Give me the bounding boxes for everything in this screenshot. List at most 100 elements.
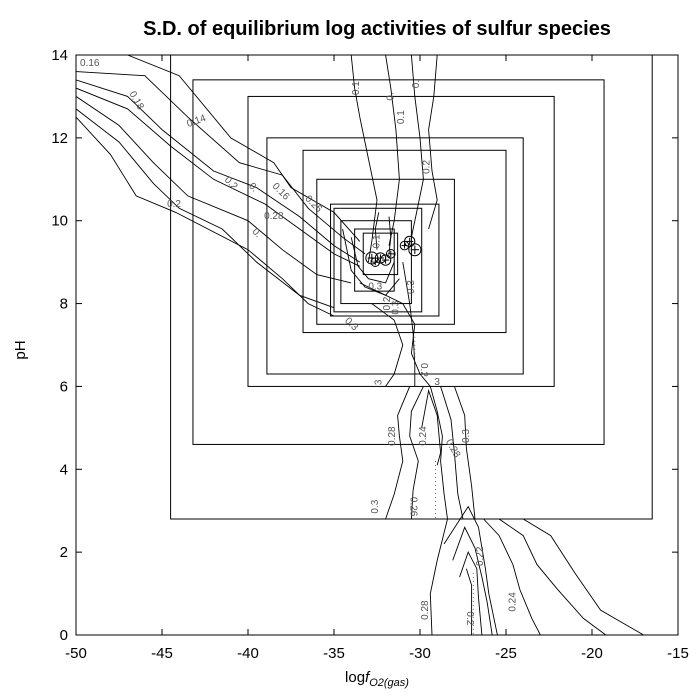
y-tick-label-1: 2 [60, 544, 68, 561]
y-tick-label-5: 10 [51, 213, 68, 230]
x-tick-label-4: -30 [409, 645, 431, 662]
contour-label-10: 0.1 [351, 81, 362, 95]
bound-box-1 [192, 79, 605, 445]
contour-label-23: 3 [434, 377, 440, 388]
contour-label-31: 0.24 [507, 592, 518, 612]
contour-label-33: 0.28 [420, 600, 431, 620]
x-axis-label-prefix: log [345, 669, 365, 686]
contour-label-11: 0. [385, 92, 396, 100]
contour-label-1: 0.18 [126, 89, 145, 112]
contour-label-22: 3 [373, 379, 384, 385]
contour-line-9 [410, 55, 424, 238]
contour-line-12 [371, 303, 404, 387]
contour-line-19 [453, 386, 476, 520]
bound-boxes [170, 55, 653, 520]
y-tick-label-0: 0 [60, 627, 68, 644]
y-tick-label-7: 14 [51, 47, 68, 64]
contour-line-1 [76, 71, 366, 255]
bound-box-2 [247, 95, 555, 387]
contour-label-12: 0. [411, 80, 422, 88]
contour-line-6 [76, 116, 335, 317]
contour-lines [76, 55, 644, 635]
bound-box-6 [330, 203, 440, 317]
data-point-3 [379, 254, 392, 266]
contour-label-13: 0.1 [396, 110, 407, 124]
data-point-4 [385, 249, 396, 259]
contour-label-14: 0.2 [421, 160, 432, 174]
bound-box-4 [302, 149, 507, 334]
contour-line-7 [350, 55, 378, 263]
contour-label-17: 0.3 [342, 316, 360, 334]
contour-label-32: 0.2 [464, 611, 475, 625]
y-axis-label: pH [12, 340, 29, 359]
contour-line-16 [429, 386, 448, 520]
contour-line-26 [498, 518, 607, 635]
bound-box-10 [362, 232, 399, 276]
contour-label-26: 0.28 [443, 437, 462, 460]
contour-label-19: 0.3 [391, 300, 402, 314]
contour-label-25: 0.24 [418, 426, 429, 446]
contour-label-27: 0.3 [461, 429, 472, 443]
bound-box-9 [354, 228, 395, 292]
x-axis-label-italic: f [365, 669, 371, 686]
contour-line-25 [483, 518, 541, 635]
contour-label-6: 0. [250, 226, 264, 240]
contour-line-22 [452, 526, 493, 635]
x-tick-label-1: -45 [151, 645, 173, 662]
contour-label-9: 0.28 [264, 211, 284, 222]
data-point-7 [408, 243, 422, 257]
contour-label-16: 0.3 [368, 282, 382, 293]
contour-label-8: 0.26 [302, 193, 324, 215]
y-tick-label-6: 12 [51, 130, 68, 147]
contour-label-24: 0.28 [387, 426, 398, 446]
y-tick-label-4: 8 [60, 296, 68, 313]
x-tick-label-3: -35 [323, 645, 345, 662]
bound-box-7 [333, 207, 423, 313]
contour-label-30: 0.22 [475, 546, 486, 566]
plot-frame [75, 54, 679, 636]
contour-line-14 [385, 386, 411, 520]
contour-label-28: 0.3 [370, 499, 381, 513]
contour-label-15: 0.1 [372, 234, 383, 248]
contour-line-23 [459, 550, 483, 635]
contour-label-2: 0.14 [185, 113, 207, 130]
x-axis-label-subscript: O2(gas) [369, 677, 409, 689]
bound-box-5 [316, 178, 455, 325]
axes: -50 -45 -40 -35 -30 -25 -20 -15 0 2 4 6 8 10 12 14 [51, 47, 689, 662]
contour-line-10 [428, 55, 438, 230]
x-tick-label-0: -50 [65, 645, 87, 662]
contour-line-17 [421, 388, 442, 466]
contour-label-18: 0.2 [382, 296, 393, 310]
x-tick-label-5: -25 [495, 645, 517, 662]
contour-label-3: 0.2 [167, 199, 181, 210]
y-tick-label-3: 6 [60, 378, 68, 395]
contour-line-24 [465, 568, 473, 635]
contour-line-20 [429, 518, 448, 635]
contour-line-8 [385, 55, 400, 246]
contour-label-4: 0.2 [222, 175, 240, 193]
contour-line-27 [522, 518, 644, 635]
x-tick-label-2: -40 [237, 645, 259, 662]
x-tick-label-6: -20 [581, 645, 603, 662]
contour-line-4 [76, 96, 352, 284]
x-tick-label-7: -15 [667, 645, 689, 662]
contour-label-21: 0.2 [418, 363, 429, 377]
contour-label-0: 0.16 [80, 58, 100, 69]
bound-box-0 [170, 55, 653, 520]
bound-box-8 [340, 220, 412, 305]
contour-line-2 [76, 79, 361, 263]
bound-box-3 [266, 137, 524, 375]
contour-line-29 [342, 228, 400, 296]
contour-label-20: 0.3 [406, 280, 417, 294]
contour-line-31 [388, 216, 392, 254]
contour-line-21 [443, 505, 498, 635]
contour-label-29: 0.26 [407, 497, 418, 517]
chart-title: S.D. of equilibrium log activities of su… [143, 18, 611, 40]
y-tick-label-2: 4 [60, 461, 68, 478]
contour-line-15 [409, 386, 424, 520]
contour-labels: 0.160.180.140.20.2 0.0.0.160.260.280.10.0… [80, 58, 518, 626]
contour-line-18 [440, 386, 464, 520]
data-markers [365, 235, 422, 267]
contour-line-0 [76, 55, 361, 242]
